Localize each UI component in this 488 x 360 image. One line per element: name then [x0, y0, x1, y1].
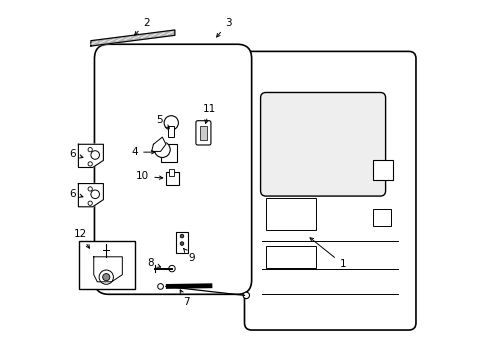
FancyBboxPatch shape [244, 51, 415, 330]
Circle shape [91, 190, 99, 199]
Text: 11: 11 [203, 104, 216, 123]
Bar [265, 198, 315, 230]
Bar [165, 172, 179, 185]
Polygon shape [91, 30, 175, 46]
Text: 4: 4 [131, 147, 155, 157]
Text: 2: 2 [134, 18, 149, 35]
Text: 10: 10 [136, 171, 163, 181]
Bar [372, 160, 392, 180]
Circle shape [243, 292, 249, 298]
Text: 6: 6 [69, 149, 83, 159]
Bar [265, 246, 315, 267]
Polygon shape [151, 137, 165, 152]
Circle shape [91, 151, 99, 159]
Circle shape [102, 274, 110, 281]
Text: 9: 9 [183, 248, 195, 263]
Bar [176, 232, 187, 253]
Circle shape [180, 242, 183, 246]
Text: 12: 12 [73, 229, 89, 248]
Polygon shape [94, 257, 122, 282]
FancyBboxPatch shape [94, 44, 251, 294]
Circle shape [164, 116, 178, 130]
Bar [169, 169, 173, 176]
Text: 3: 3 [216, 18, 231, 37]
FancyBboxPatch shape [196, 121, 210, 145]
Bar [168, 126, 174, 137]
Circle shape [157, 284, 163, 289]
Circle shape [99, 270, 113, 284]
Text: 1: 1 [309, 238, 346, 269]
Bar [80, 241, 135, 289]
Circle shape [88, 187, 92, 191]
Text: 7: 7 [180, 290, 189, 307]
Circle shape [88, 148, 92, 152]
Circle shape [88, 201, 92, 205]
Polygon shape [78, 184, 103, 207]
FancyBboxPatch shape [260, 93, 385, 196]
Circle shape [168, 265, 175, 272]
Text: 6: 6 [69, 189, 83, 199]
Bar [160, 144, 176, 162]
Circle shape [154, 142, 170, 157]
Text: 8: 8 [147, 258, 160, 268]
Bar [372, 208, 390, 226]
Circle shape [180, 234, 183, 238]
Polygon shape [78, 144, 103, 167]
Circle shape [88, 162, 92, 166]
Bar [200, 126, 206, 140]
Text: 5: 5 [156, 115, 169, 128]
